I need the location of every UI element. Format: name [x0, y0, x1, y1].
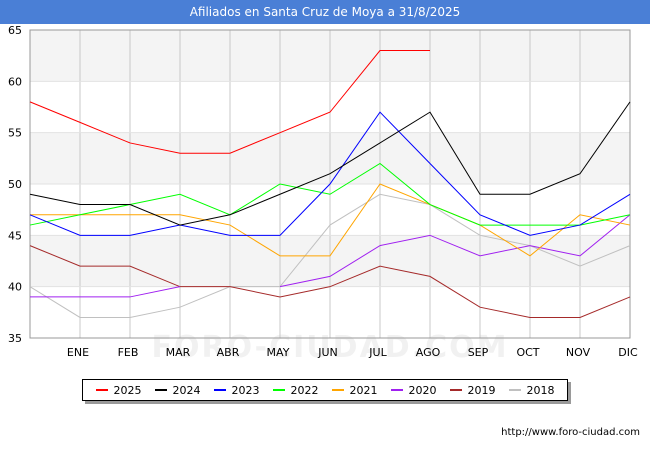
legend-swatch [449, 389, 462, 391]
x-tick-label: MAY [267, 346, 290, 359]
x-tick-label: DIC [618, 346, 638, 359]
legend-label: 2018 [526, 383, 555, 397]
x-tick-label: JUL [368, 346, 387, 359]
legend-item-2021: 2021 [331, 383, 378, 397]
x-tick-label: OCT [516, 346, 539, 359]
legend-swatch [508, 389, 521, 391]
chart-title: Afiliados en Santa Cruz de Moya a 31/8/2… [0, 0, 650, 24]
series-lines [29, 50, 631, 318]
y-tick-label: 35 [8, 332, 22, 345]
legend-swatch [95, 389, 108, 391]
legend-label: 2024 [172, 383, 201, 397]
legend-swatch [390, 389, 403, 391]
legend-label: 2020 [408, 383, 437, 397]
series-line-2020 [30, 286, 181, 298]
x-tick-label: JUN [317, 346, 338, 359]
y-tick-label: 40 [8, 281, 22, 294]
y-tick-label: 60 [8, 75, 22, 88]
plot-area-frame [29, 29, 631, 339]
y-axis-ticks: 35 40 45 50 55 60 65 [8, 24, 22, 345]
x-axis-ticks: ENE FEB MAR ABR MAY JUN JUL AGO SEP OCT NOV DIC [67, 346, 638, 359]
x-tick-label: SEP [468, 346, 489, 359]
legend-item-2018: 2018 [508, 383, 555, 397]
series-line-2020 [279, 214, 631, 288]
legend-item-2020: 2020 [390, 383, 437, 397]
series-line-2021 [30, 183, 631, 257]
legend-item-2024: 2024 [154, 383, 201, 397]
legend-swatch [154, 389, 167, 391]
series-line-2019 [29, 245, 631, 318]
legend: 2025 2024 2023 2022 2021 2020 2019 2018 [82, 379, 568, 401]
x-tick-label: MAR [166, 346, 191, 359]
legend-item-2022: 2022 [272, 383, 319, 397]
x-tick-label: ABR [217, 346, 240, 359]
y-tick-label: 65 [8, 24, 22, 37]
legend-label: 2022 [290, 383, 319, 397]
y-tick-label: 55 [8, 127, 22, 140]
legend-label: 2021 [349, 383, 378, 397]
y-tick-label: 50 [8, 178, 22, 191]
y-tick-label: 45 [8, 229, 22, 242]
legend-label: 2019 [467, 383, 496, 397]
x-tick-label: NOV [566, 346, 591, 359]
series-line-2023 [29, 111, 631, 236]
legend-swatch [213, 389, 226, 391]
series-line-2024 [29, 101, 631, 226]
legend-item-2023: 2023 [213, 383, 260, 397]
legend-swatch [331, 389, 344, 391]
legend-item-2019: 2019 [449, 383, 496, 397]
series-line-2025 [29, 50, 430, 154]
legend-swatch [272, 389, 285, 391]
source-url: http://www.foro-ciudad.com [501, 427, 640, 438]
watermark: FORO-CIUDAD.COM [151, 330, 509, 365]
x-tick-label: FEB [118, 346, 139, 359]
legend-item-2025: 2025 [95, 383, 142, 397]
x-tick-label: AGO [416, 346, 441, 359]
legend-label: 2023 [231, 383, 260, 397]
legend-label: 2025 [113, 383, 142, 397]
x-tick-label: ENE [67, 346, 89, 359]
